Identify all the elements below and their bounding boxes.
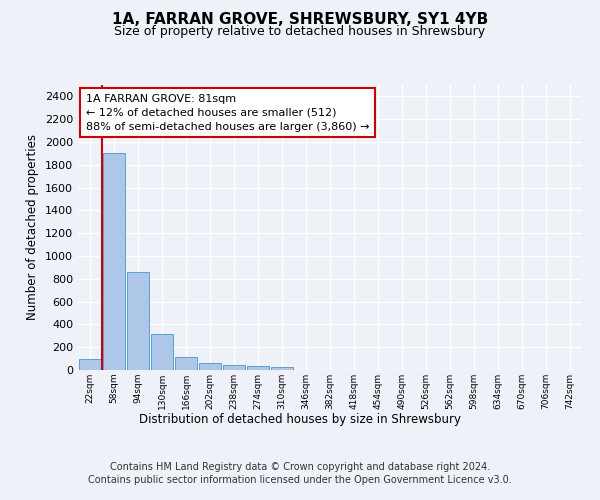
Text: Size of property relative to detached houses in Shrewsbury: Size of property relative to detached ho…: [115, 25, 485, 38]
Bar: [271, 367, 293, 370]
Bar: [247, 366, 269, 370]
Bar: [223, 364, 245, 370]
Bar: [151, 334, 173, 370]
Bar: [79, 358, 101, 370]
Bar: [127, 272, 149, 370]
Y-axis label: Number of detached properties: Number of detached properties: [26, 134, 40, 320]
Text: Distribution of detached houses by size in Shrewsbury: Distribution of detached houses by size …: [139, 412, 461, 426]
Text: Contains public sector information licensed under the Open Government Licence v3: Contains public sector information licen…: [88, 475, 512, 485]
Bar: [175, 357, 197, 370]
Text: 1A FARRAN GROVE: 81sqm
← 12% of detached houses are smaller (512)
88% of semi-de: 1A FARRAN GROVE: 81sqm ← 12% of detached…: [86, 94, 369, 132]
Text: 1A, FARRAN GROVE, SHREWSBURY, SY1 4YB: 1A, FARRAN GROVE, SHREWSBURY, SY1 4YB: [112, 12, 488, 28]
Bar: [103, 154, 125, 370]
Text: Contains HM Land Registry data © Crown copyright and database right 2024.: Contains HM Land Registry data © Crown c…: [110, 462, 490, 472]
Bar: [199, 364, 221, 370]
